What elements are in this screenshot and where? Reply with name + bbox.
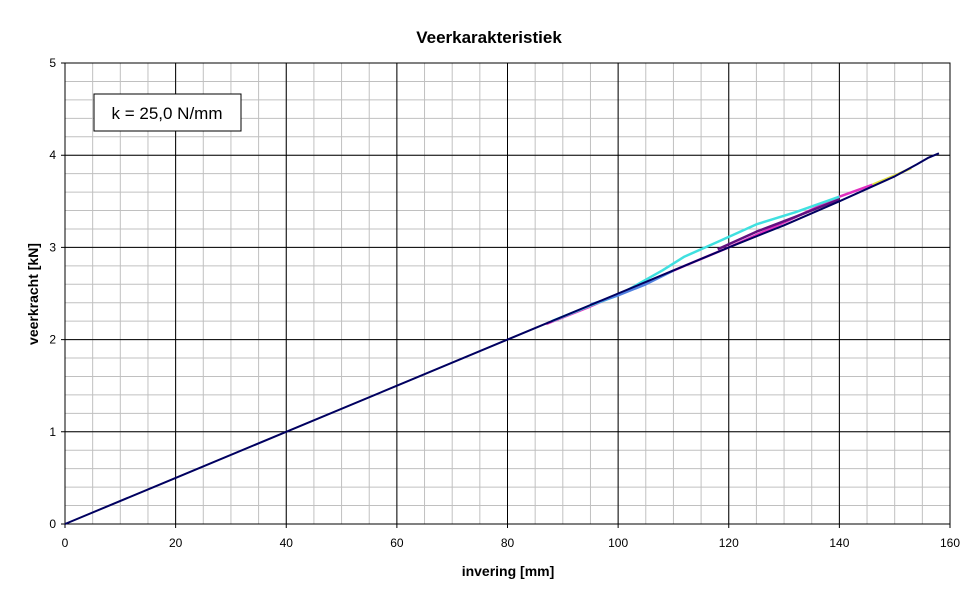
x-axis-label: invering [mm] <box>462 563 555 579</box>
series-lines <box>64 152 940 525</box>
annotation-text: k = 25,0 N/mm <box>111 104 222 123</box>
series-line-purple <box>717 198 840 251</box>
y-tick-label: 1 <box>49 425 56 439</box>
y-tick-label: 3 <box>49 240 56 254</box>
chart-title: Veerkarakteristiek <box>416 28 562 47</box>
x-tick-label: 40 <box>280 536 294 550</box>
y-tick-label: 4 <box>49 148 56 162</box>
x-tick-label: 60 <box>390 536 404 550</box>
x-tick-label: 120 <box>719 536 739 550</box>
y-tick-label: 2 <box>49 333 56 347</box>
x-tick-label: 100 <box>608 536 628 550</box>
y-tick-label: 5 <box>49 56 56 70</box>
grid <box>61 62 951 528</box>
annotation-box: k = 25,0 N/mm <box>93 93 242 132</box>
tick-labels: 0 20 40 60 80 100 120 140 160 0 1 2 3 4 5 <box>49 56 960 550</box>
y-tick-label: 0 <box>49 517 56 531</box>
plot-area-border <box>64 62 951 525</box>
series-line-navy <box>64 152 940 525</box>
x-tick-label: 80 <box>501 536 515 550</box>
x-tick-label: 160 <box>940 536 960 550</box>
y-axis-label: veerkracht [kN] <box>25 243 41 345</box>
x-tick-label: 140 <box>829 536 849 550</box>
x-tick-label: 0 <box>62 536 69 550</box>
x-tick-label: 20 <box>169 536 183 550</box>
